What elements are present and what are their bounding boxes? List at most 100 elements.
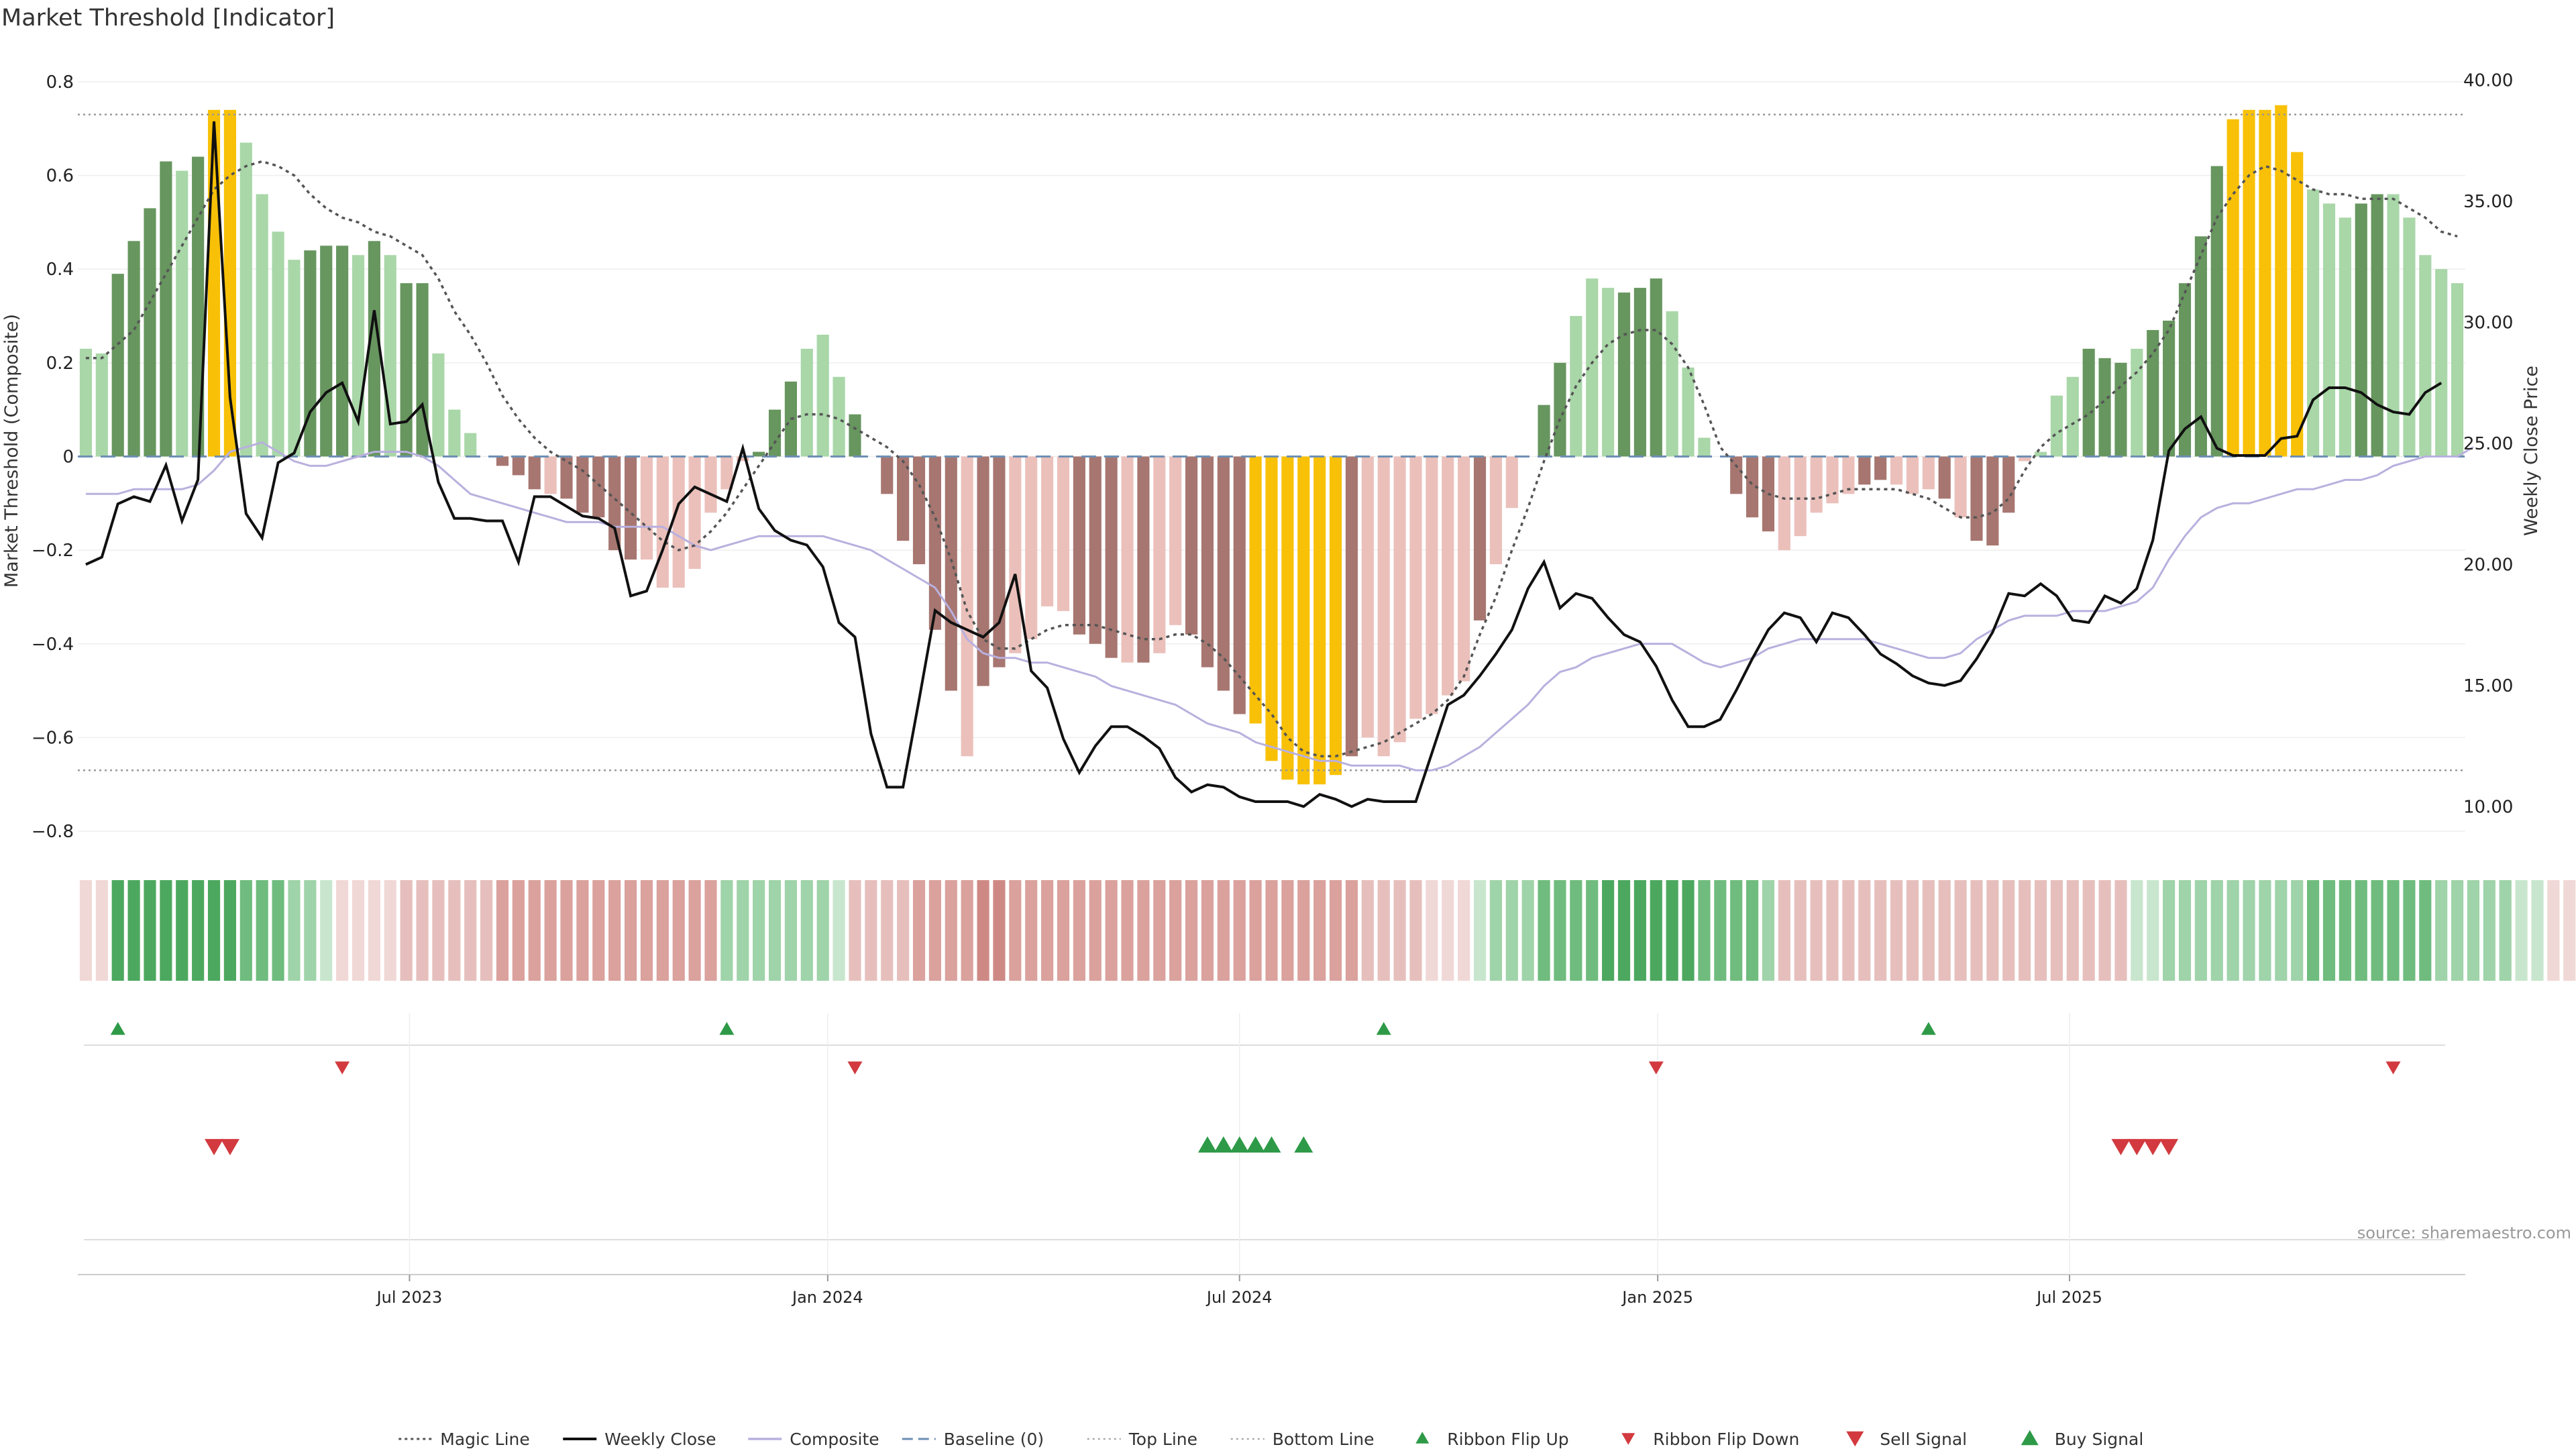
composite-bar [1377, 456, 1390, 757]
ribbon-cell [608, 880, 621, 981]
left-tick-label: −0.6 [32, 728, 74, 748]
composite-bar [1233, 456, 1246, 714]
buy-signal-marker [1294, 1136, 1313, 1153]
ribbon-cell [1089, 880, 1102, 981]
ribbon-cell [1185, 880, 1198, 981]
composite-bar [2275, 105, 2288, 457]
composite-bar [304, 250, 317, 457]
composite-bar [2194, 236, 2207, 457]
composite-bar [144, 208, 156, 457]
composite-bar [223, 109, 236, 457]
composite-bar [1073, 456, 1085, 635]
composite-line [85, 441, 2474, 771]
legend-label: Baseline (0) [944, 1430, 1044, 1449]
ribbon-cell [1586, 880, 1599, 981]
x-tick-label: Jan 2024 [791, 1288, 863, 1307]
composite-bar [768, 409, 782, 457]
composite-bar [1473, 456, 1487, 621]
ribbon-cell [2098, 880, 2111, 981]
composite-bar [368, 241, 380, 457]
ribbon-cell [496, 880, 509, 981]
composite-bar [897, 456, 910, 541]
ribbon-flip-down-marker [1648, 1061, 1664, 1075]
composite-bar [2403, 217, 2416, 457]
ribbon-cell [2419, 880, 2432, 981]
composite-bar [720, 456, 733, 490]
ribbon-cell [1730, 880, 1743, 981]
ribbon-cell [1970, 880, 1983, 981]
right-tick-label: 40.00 [2463, 71, 2513, 91]
composite-bar [560, 456, 573, 499]
ribbon-cell [656, 880, 669, 981]
composite-bar [2371, 194, 2383, 457]
weekly-close-line [85, 121, 2443, 808]
ribbon-cell [912, 880, 926, 981]
ribbon-cell [1105, 880, 1118, 981]
composite-bar [1281, 456, 1294, 780]
ribbon-cell [2066, 880, 2079, 981]
ribbon-cell [1233, 880, 1246, 981]
composite-bar [1426, 456, 1438, 714]
ribbon-cell [352, 880, 365, 981]
composite-bar [496, 456, 509, 466]
ribbon-cell [849, 880, 861, 981]
ribbon-cell [1265, 880, 1278, 981]
composite-bar [1890, 456, 1903, 485]
composite-bar [1329, 456, 1342, 775]
ribbon-cell [192, 880, 205, 981]
composite-bar [2163, 320, 2176, 457]
composite-bar [207, 109, 221, 457]
ribbon-cell [1986, 880, 1999, 981]
composite-bar [912, 456, 926, 565]
composite-bar [127, 241, 140, 457]
ribbon-cell [2563, 880, 2576, 981]
ribbon-cell [2178, 880, 2192, 981]
ribbon-cell [1489, 880, 1502, 981]
buy-signal-marker [1214, 1136, 1233, 1153]
ribbon-cell [1570, 880, 1582, 981]
ribbon-cell [576, 880, 589, 981]
ribbon-flip-up-marker [719, 1022, 735, 1035]
left-tick-label: 0.2 [46, 354, 74, 374]
ribbon-cell [672, 880, 685, 981]
right-tick-label: 15.00 [2463, 676, 2513, 696]
composite-bar [448, 409, 461, 457]
ribbon-cell [1409, 880, 1422, 981]
composite-bar [2034, 451, 2047, 457]
composite-bar [1249, 456, 1262, 724]
ribbon-cell [928, 880, 941, 981]
ribbon-cell [2114, 880, 2127, 981]
ribbon-flip-down-marker [335, 1061, 350, 1075]
composite-bar [656, 456, 669, 588]
ribbon-cell [993, 880, 1006, 981]
composite-bar [961, 456, 973, 757]
ribbon-cell [288, 880, 301, 981]
composite-bar [1505, 456, 1518, 508]
ribbon-cell [640, 880, 653, 981]
left-tick-label: 0 [62, 447, 74, 467]
ribbon-cell [1458, 880, 1470, 981]
left-tick-label: −0.4 [32, 635, 74, 655]
composite-bar [1169, 456, 1182, 625]
composite-bar [2322, 203, 2336, 457]
ribbon-cell [336, 880, 349, 981]
composite-bar [928, 456, 941, 630]
sell-signal-marker [2111, 1138, 2131, 1156]
composite-bar [1730, 456, 1743, 494]
composite-bar [2114, 362, 2127, 457]
composite-bar [592, 456, 605, 518]
ribbon-cell [1746, 880, 1759, 981]
composite-bar [1409, 456, 1422, 719]
composite-bar [1025, 456, 1038, 639]
ribbon-cell [1249, 880, 1262, 981]
composite-bar [753, 451, 765, 457]
composite-bar [239, 142, 252, 457]
composite-bar [1265, 456, 1278, 761]
ribbon-cell [1650, 880, 1662, 981]
ribbon-flip-up-marker [1376, 1022, 1391, 1035]
ribbon-cell [2194, 880, 2207, 981]
legend-layer: Magic Line Weekly Close Composite Baseline … [398, 1430, 2143, 1449]
composite-bar [176, 170, 189, 457]
legend-label: Ribbon Flip Down [1653, 1430, 1799, 1449]
ribbon-flip-down-marker [847, 1061, 863, 1075]
